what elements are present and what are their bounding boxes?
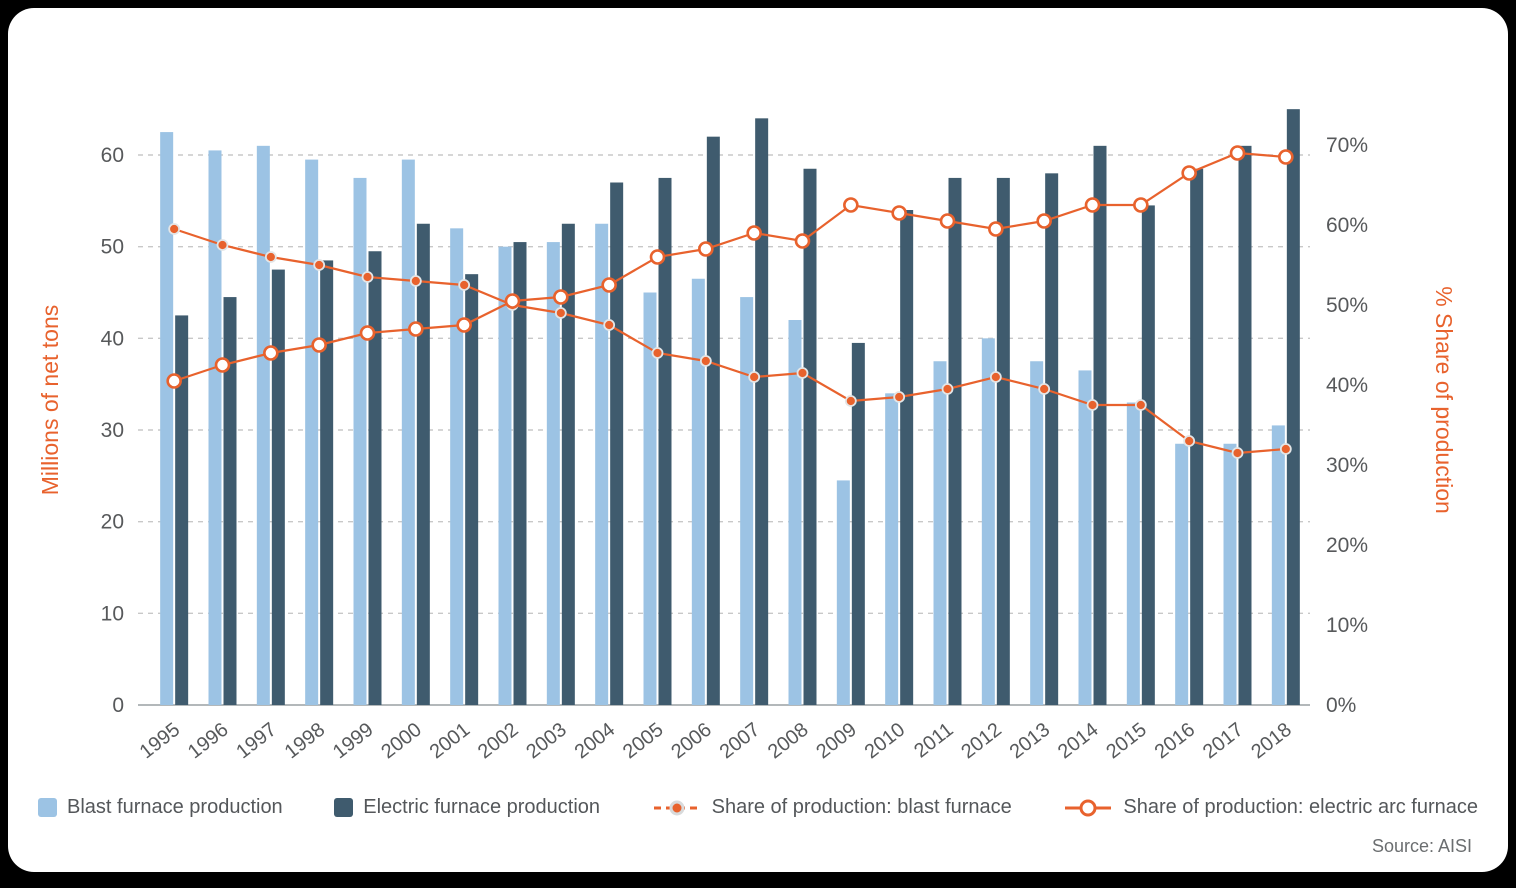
svg-text:2018: 2018 — [1247, 719, 1296, 764]
chart-panel: 0 10 20 30 40 50 60 0% 10% 20% 30% 40% 50% 60% 70% 1995… — [8, 8, 1508, 872]
svg-text:0%: 0% — [1326, 694, 1356, 717]
svg-text:20: 20 — [101, 511, 124, 534]
svg-text:70%: 70% — [1326, 134, 1368, 157]
svg-text:2011: 2011 — [910, 719, 957, 763]
source-text: Source: AISI — [1371, 836, 1472, 856]
svg-text:1999: 1999 — [329, 719, 378, 764]
legend-line-blast-icon — [653, 800, 700, 815]
svg-text:40: 40 — [101, 327, 124, 350]
svg-text:2014: 2014 — [1054, 719, 1103, 764]
svg-text:1997: 1997 — [232, 719, 281, 764]
legend-label-share-blast: Share of production: blast furnace — [711, 796, 1012, 818]
svg-text:2009: 2009 — [812, 719, 861, 764]
chart-legend: Blast furnace production Electric furnac… — [38, 796, 1478, 819]
svg-text:30%: 30% — [1326, 454, 1368, 477]
svg-text:2012: 2012 — [957, 719, 1006, 764]
svg-text:50%: 50% — [1326, 294, 1368, 317]
svg-text:60: 60 — [101, 144, 124, 167]
svg-text:2005: 2005 — [619, 719, 668, 764]
svg-text:2003: 2003 — [522, 719, 571, 764]
combo-chart: 0 10 20 30 40 50 60 0% 10% 20% 30% 40% 50% 60% 70% 1995… — [37, 109, 1457, 764]
svg-text:2001: 2001 — [426, 719, 475, 764]
svg-text:2004: 2004 — [571, 719, 620, 764]
legend-swatch-electric-bar — [334, 798, 354, 817]
svg-text:2006: 2006 — [667, 719, 716, 764]
svg-text:1998: 1998 — [281, 719, 330, 764]
legend-item-electric-furnace-production: Electric furnace production — [334, 796, 600, 819]
svg-text:10: 10 — [101, 602, 124, 625]
svg-text:0: 0 — [112, 694, 124, 717]
svg-text:60%: 60% — [1326, 214, 1368, 237]
legend-label-share-electric: Share of production: electric arc furnac… — [1123, 796, 1478, 818]
svg-text:1995: 1995 — [136, 719, 185, 764]
legend-label-electric-bar: Electric furnace production — [363, 796, 601, 818]
svg-text:2013: 2013 — [1006, 719, 1055, 764]
svg-text:Millions of net tons: Millions of net tons — [37, 305, 63, 495]
svg-text:20%: 20% — [1326, 534, 1368, 557]
legend-item-share-electric-arc-furnace: Share of production: electric arc furnac… — [1063, 796, 1478, 819]
svg-text:2007: 2007 — [716, 719, 765, 764]
svg-text:30: 30 — [101, 419, 124, 442]
svg-text:2017: 2017 — [1199, 719, 1248, 764]
legend-label-blast-bar: Blast furnace production — [67, 796, 283, 818]
svg-text:10%: 10% — [1326, 614, 1368, 637]
svg-text:2000: 2000 — [377, 719, 426, 764]
svg-text:40%: 40% — [1326, 374, 1368, 397]
legend-swatch-blast-bar — [38, 798, 57, 817]
legend-item-share-blast-furnace: Share of production: blast furnace — [652, 796, 1012, 819]
svg-text:2016: 2016 — [1151, 719, 1200, 764]
svg-text:2010: 2010 — [861, 719, 910, 764]
legend-item-blast-furnace-production: Blast furnace production — [38, 796, 283, 819]
svg-text:1996: 1996 — [184, 719, 233, 764]
legend-line-electric-icon — [1065, 799, 1112, 816]
svg-text:2002: 2002 — [474, 719, 523, 764]
svg-text:2015: 2015 — [1102, 719, 1151, 764]
svg-text:50: 50 — [101, 236, 124, 259]
svg-text:% Share of production: % Share of production — [1431, 286, 1457, 514]
svg-text:2008: 2008 — [764, 719, 813, 764]
